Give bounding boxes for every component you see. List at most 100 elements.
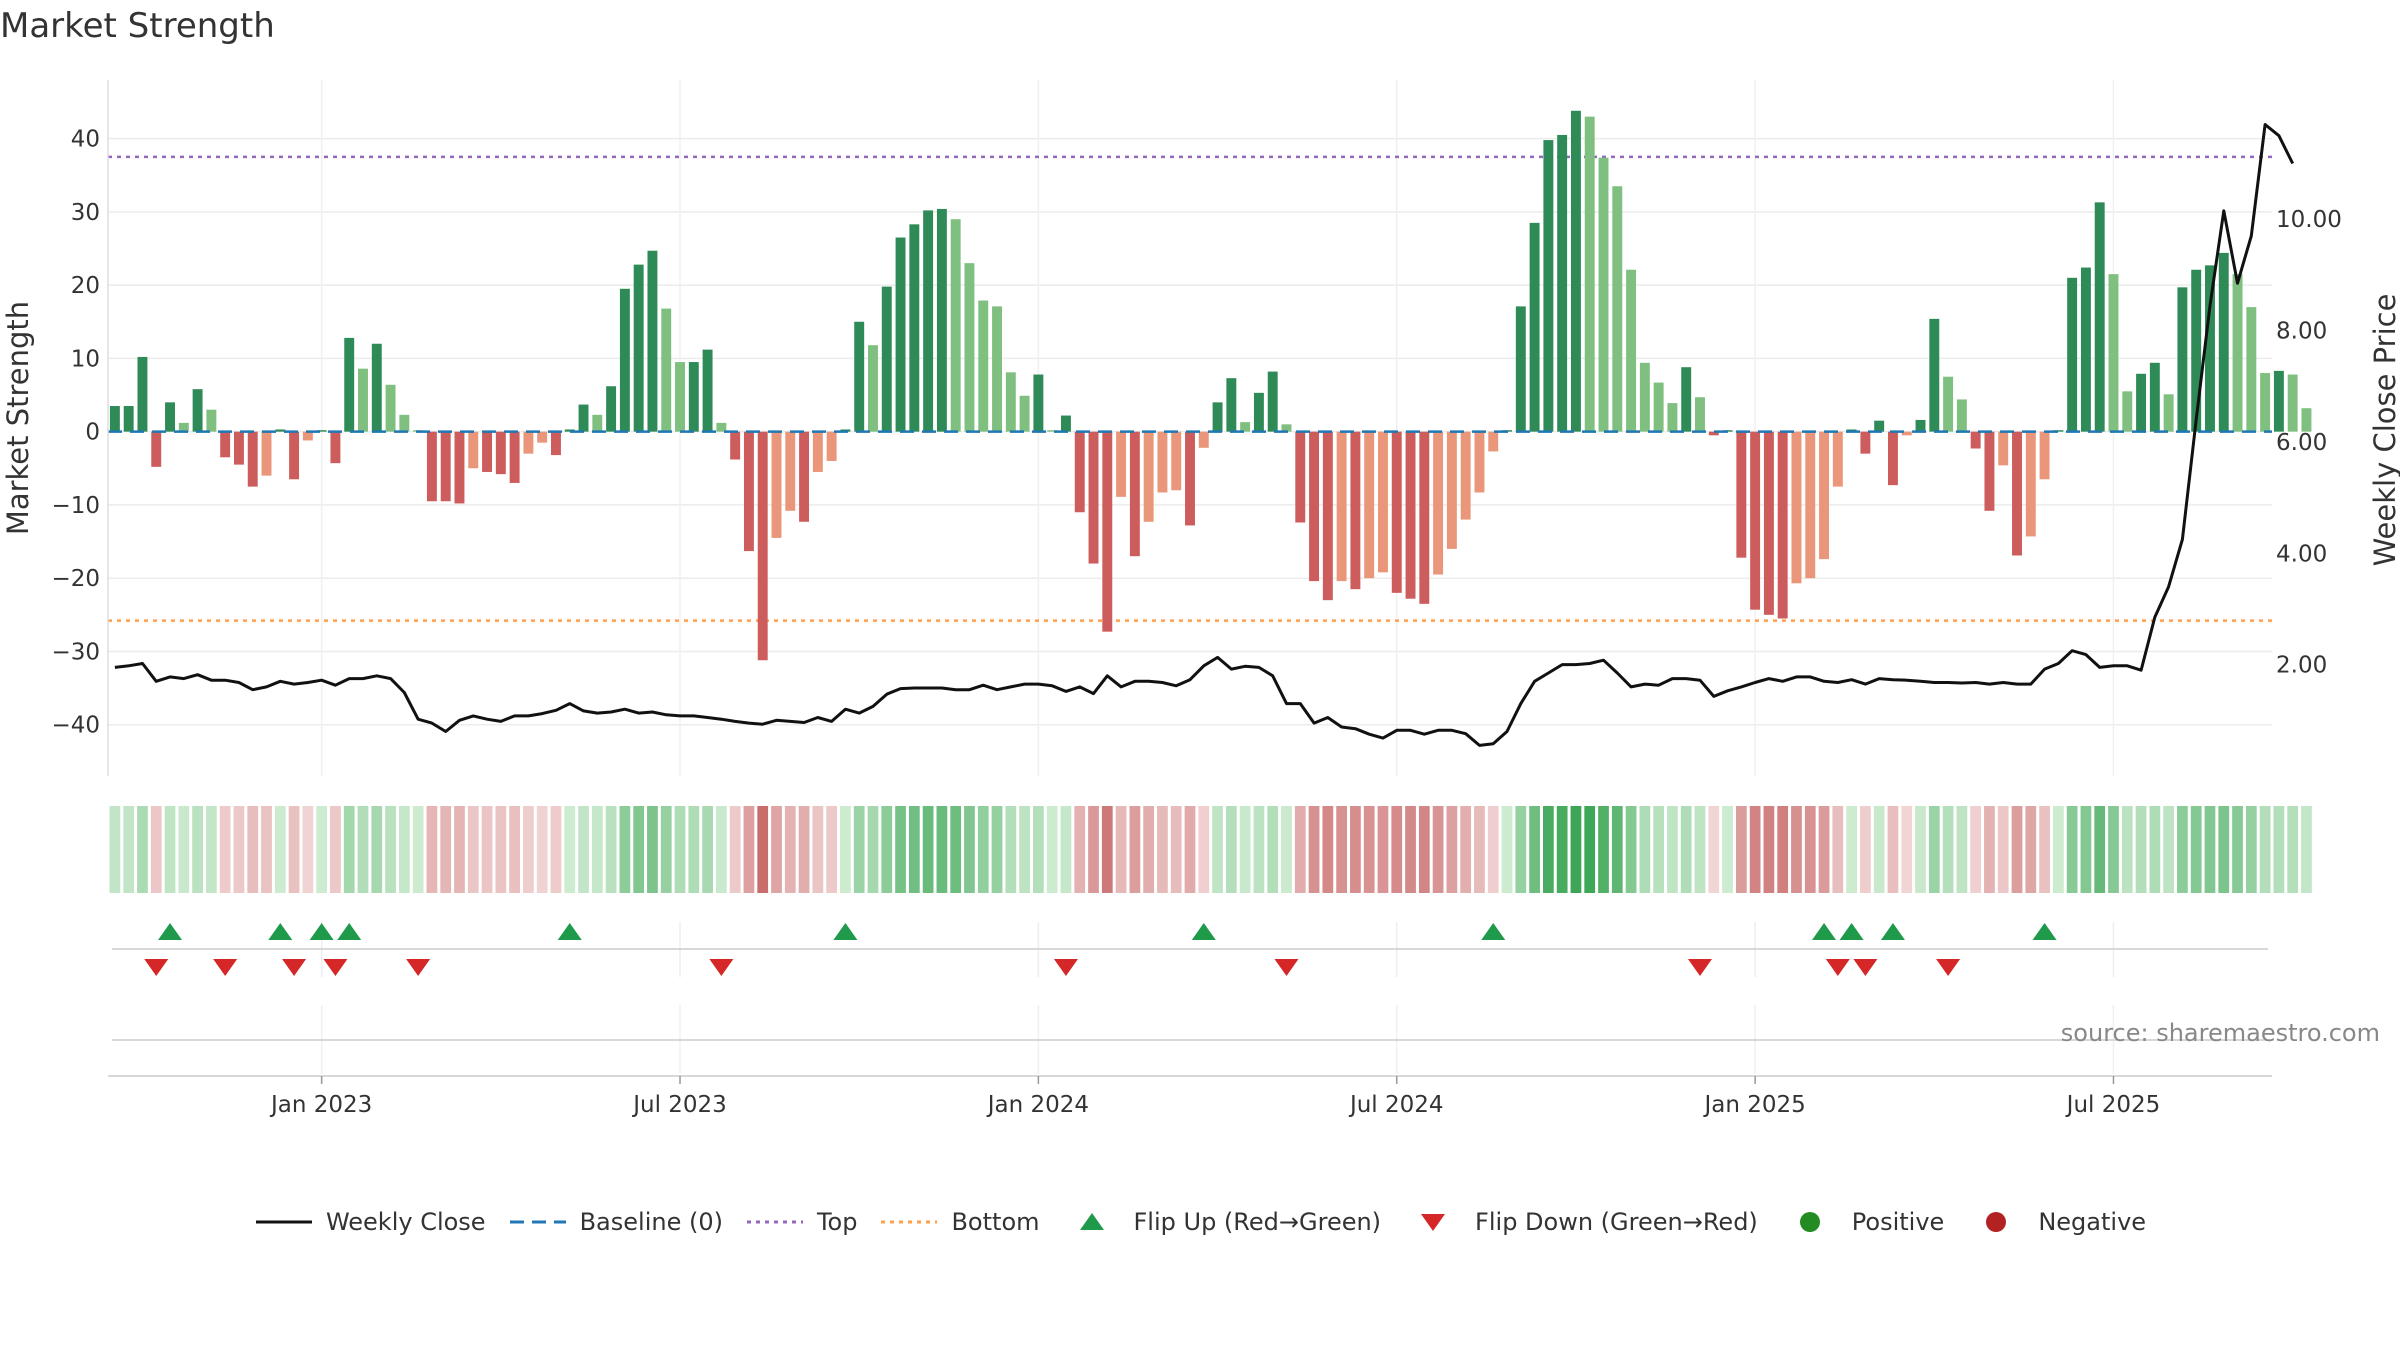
heat-cell bbox=[288, 806, 300, 893]
x-tick-label: Jan 2023 bbox=[269, 1092, 372, 1118]
flip-up-marker bbox=[2032, 923, 2057, 940]
flip-up-marker bbox=[1481, 923, 1506, 940]
heat-cell bbox=[826, 806, 838, 893]
y2-tick-label: 6.00 bbox=[2276, 430, 2327, 456]
strength-bar bbox=[1708, 431, 1719, 436]
heat-cell bbox=[178, 806, 190, 893]
heat-cell bbox=[412, 806, 424, 893]
legend-label: Flip Down (Green→Red) bbox=[1475, 1208, 1758, 1236]
strength-bar bbox=[1626, 269, 1637, 432]
strength-bar bbox=[1116, 431, 1127, 497]
strength-bar bbox=[1570, 110, 1581, 432]
legend-swatch-dot bbox=[746, 1220, 803, 1224]
heat-cell bbox=[1060, 806, 1072, 893]
heat-cell bbox=[1019, 806, 1030, 893]
strength-bar bbox=[1281, 424, 1292, 432]
y2-tick-label: 10.00 bbox=[2276, 207, 2342, 233]
strength-bar bbox=[1612, 186, 1623, 432]
heat-cell bbox=[771, 806, 782, 893]
y-axis-left: −40 −30 −20 −10 0 10 20 30 40 bbox=[51, 80, 109, 776]
heat-cell bbox=[109, 806, 121, 893]
heat-cell bbox=[1763, 806, 1775, 893]
flip-signal-panel bbox=[112, 922, 2268, 977]
heat-cell bbox=[481, 806, 493, 893]
heat-cell bbox=[1708, 806, 1720, 893]
heat-cell bbox=[619, 806, 631, 893]
heat-cell bbox=[1846, 806, 1857, 893]
strength-bar bbox=[2067, 277, 2078, 432]
chart-title: Market Strength bbox=[0, 6, 275, 46]
heat-cell bbox=[1694, 806, 1706, 893]
strength-bar bbox=[1695, 397, 1705, 432]
strength-bar bbox=[1667, 403, 1678, 432]
strength-bar bbox=[537, 431, 548, 443]
strength-bar bbox=[123, 406, 134, 432]
y2-axis-label: Weekly Close Price bbox=[2368, 294, 2400, 567]
heat-cell bbox=[1804, 806, 1816, 893]
heat-cell bbox=[2190, 806, 2202, 893]
strength-bar bbox=[757, 431, 768, 661]
heat-cell bbox=[1570, 806, 1582, 893]
strength-bar bbox=[2122, 391, 2133, 432]
strength-bar bbox=[2108, 274, 2119, 432]
y-tick-label: 40 bbox=[71, 127, 100, 153]
strength-bar bbox=[289, 431, 300, 480]
strength-bar bbox=[2273, 370, 2284, 432]
heat-cell bbox=[1115, 806, 1127, 893]
y-tick-label: 30 bbox=[71, 200, 100, 226]
flip-up-marker bbox=[309, 923, 334, 940]
heat-cell bbox=[1860, 806, 1871, 893]
heat-cell bbox=[440, 806, 452, 893]
strength-bar bbox=[2232, 274, 2243, 432]
y-tick-label: −20 bbox=[51, 566, 100, 592]
heat-cell bbox=[467, 806, 479, 893]
x-axis: Jan 2023 Jul 2023 Jan 2024 Jul 2024 Jan 2025… bbox=[108, 1075, 2272, 1118]
x-tick-label: Jul 2025 bbox=[2065, 1092, 2161, 1118]
heat-cell bbox=[1391, 806, 1403, 893]
strength-bar bbox=[358, 368, 368, 432]
heat-cell bbox=[688, 806, 700, 893]
heat-cell bbox=[1281, 806, 1292, 893]
strength-bar bbox=[261, 431, 272, 476]
strength-bar bbox=[2218, 252, 2229, 432]
legend-swatch-line bbox=[255, 1220, 312, 1224]
heat-cell bbox=[1749, 806, 1761, 893]
heat-cell bbox=[385, 806, 396, 893]
heat-cell bbox=[1680, 806, 1692, 893]
strength-bar bbox=[1529, 222, 1540, 432]
flip-up-marker bbox=[833, 923, 858, 940]
heat-cell bbox=[1915, 806, 1926, 893]
strength-bar bbox=[1309, 431, 1320, 582]
strength-bar bbox=[1488, 431, 1499, 452]
heat-cell bbox=[605, 806, 617, 893]
heat-cell bbox=[908, 806, 920, 893]
flip-down-marker bbox=[1053, 959, 1078, 976]
strength-heat-strip bbox=[109, 806, 2312, 893]
heat-cell bbox=[261, 806, 272, 893]
strength-bar bbox=[2136, 373, 2147, 432]
strength-bar bbox=[2246, 307, 2257, 432]
heat-cell bbox=[2135, 806, 2147, 893]
heat-cell bbox=[2149, 806, 2161, 893]
heat-cell bbox=[812, 806, 824, 893]
flip-up-marker bbox=[158, 923, 183, 940]
strength-bar bbox=[1805, 431, 1816, 579]
strength-bar bbox=[743, 431, 754, 552]
strength-bar bbox=[1515, 306, 1526, 432]
legend-swatch-tri-up bbox=[1079, 1213, 1104, 1230]
y-axis-right: 2.00 4.00 6.00 8.00 10.00 bbox=[2276, 207, 2342, 678]
strength-bar bbox=[302, 431, 313, 441]
strength-bar bbox=[109, 406, 120, 432]
heat-cell bbox=[2121, 806, 2133, 893]
strength-bar bbox=[1763, 431, 1774, 615]
legend-swatch-dot bbox=[881, 1220, 938, 1224]
strength-bar bbox=[482, 431, 493, 472]
strength-bar bbox=[1033, 374, 1044, 432]
heat-cell bbox=[633, 806, 645, 893]
strength-bar bbox=[909, 224, 920, 432]
strength-bar bbox=[1336, 431, 1347, 582]
legend: Weekly Close Baseline (0) Top Bottom Flip Up… bbox=[0, 1208, 2400, 1236]
flip-down-marker bbox=[213, 959, 238, 976]
x-tick-label: Jan 2024 bbox=[986, 1092, 1089, 1118]
